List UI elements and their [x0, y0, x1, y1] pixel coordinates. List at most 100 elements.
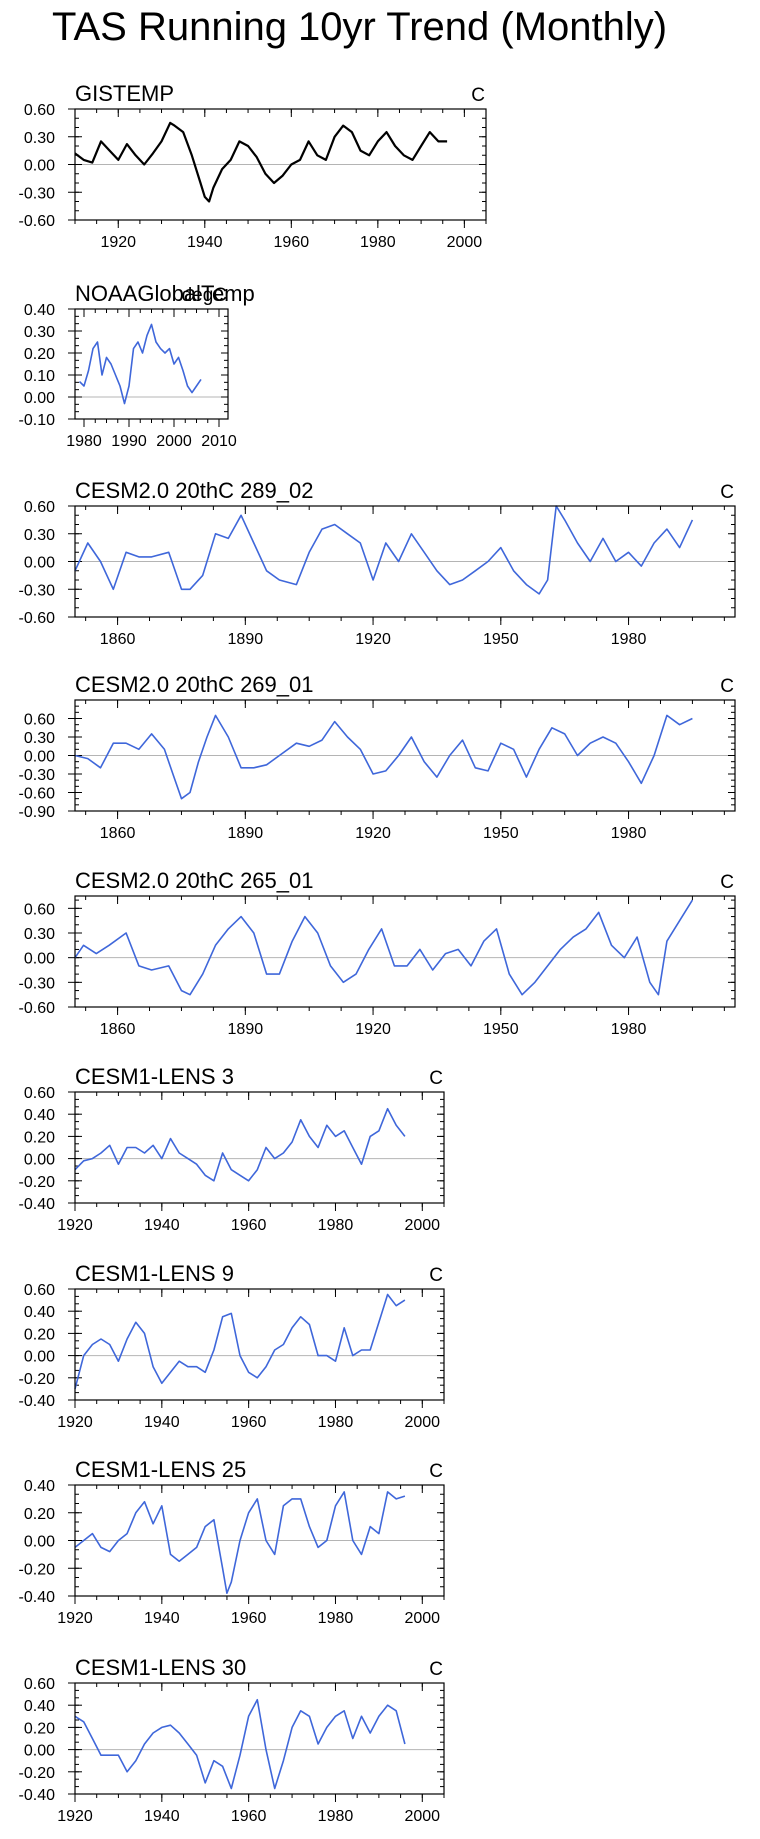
plot-frame: [74, 895, 736, 1008]
chart-panel-cesm1-lens-30: CESM1-LENS 30 C -0.40 -0.20 0.00 0.20 0.40 0.60…: [19, 1655, 445, 1825]
chart-panel-cesm2-0-20thc-289-02: CESM2.0 20thC 289_02 C -0.60 -0.30 0.00 0.30 0…: [19, 478, 736, 648]
series-line-cesm2-0-20thc-289-02: [74, 505, 694, 595]
y-tick-label: 0.40: [24, 1304, 55, 1321]
y-tick-label: 0.60: [24, 499, 55, 516]
x-tick-label: 1980: [318, 1414, 354, 1431]
x-tick-label: 1980: [611, 631, 647, 648]
y-tick-label: -0.60: [19, 786, 56, 803]
panel-title: GISTEMP: [75, 81, 174, 106]
y-tick-label: 0.00: [24, 158, 55, 175]
x-tick-label: 1920: [355, 825, 391, 842]
x-tick-label: 2000: [404, 1610, 440, 1627]
x-tick-label: 1980: [66, 433, 102, 450]
x-tick-label: 1960: [231, 1610, 267, 1627]
units-label: C: [429, 1068, 443, 1089]
units-label: C: [429, 1461, 443, 1482]
panel-title: CESM1-LENS 25: [75, 1457, 246, 1482]
plot-frame: [74, 1091, 445, 1204]
x-tick-label: 1890: [228, 825, 264, 842]
x-tick-label: 1950: [483, 1021, 519, 1038]
panel-title: CESM1-LENS 9: [75, 1261, 234, 1286]
units-label: C: [720, 676, 734, 697]
y-tick-label: 0.10: [24, 368, 55, 385]
y-tick-label: 0.00: [24, 555, 55, 572]
y-tick-label: 0.60: [24, 1085, 55, 1102]
panel-title: CESM1-LENS 30: [75, 1655, 246, 1680]
series-line-noaaglobaltemp: [78, 323, 202, 405]
x-tick-label: 1890: [228, 631, 264, 648]
x-tick-label: 1960: [231, 1808, 267, 1825]
y-tick-label: 0.00: [24, 749, 55, 766]
y-tick-label: -0.60: [19, 213, 56, 230]
x-tick-label: 1920: [57, 1610, 93, 1627]
y-tick-label: 0.00: [24, 1534, 55, 1551]
series-line-cesm2-0-20thc-269-01: [74, 714, 693, 800]
y-tick-label: 0.20: [24, 346, 55, 363]
y-tick-label: 0.00: [24, 1152, 55, 1169]
x-tick-label: 1920: [355, 1021, 391, 1038]
y-tick-label: -0.30: [19, 582, 56, 599]
x-tick-label: 1920: [57, 1414, 93, 1431]
x-tick-label: 1990: [111, 433, 147, 450]
x-tick-label: 1980: [611, 1021, 647, 1038]
series-line-gistemp: [74, 121, 448, 203]
series-line-cesm1-lens-3: [74, 1107, 406, 1182]
series-line-cesm1-lens-25: [74, 1491, 406, 1594]
panel-title: CESM1-LENS 3: [75, 1064, 234, 1089]
x-tick-label: 1940: [187, 234, 223, 251]
page-title: TAS Running 10yr Trend (Monthly): [52, 5, 668, 49]
series-line-cesm1-lens-30: [74, 1698, 406, 1790]
x-tick-label: 1980: [318, 1610, 354, 1627]
y-tick-label: -0.20: [19, 1174, 56, 1191]
y-tick-label: 0.60: [24, 901, 55, 918]
plot-frame: [74, 699, 736, 812]
series-line-cesm1-lens-9: [74, 1293, 406, 1390]
x-tick-label: 2000: [404, 1414, 440, 1431]
y-tick-label: -0.30: [19, 185, 56, 202]
units-label: C: [429, 1265, 443, 1286]
panel-title: NOAAGlobalTemp: [75, 281, 255, 306]
x-tick-label: 2010: [201, 433, 237, 450]
y-tick-label: 0.30: [24, 527, 55, 544]
x-tick-label: 2000: [404, 1217, 440, 1234]
y-tick-label: -0.20: [19, 1765, 56, 1782]
chart-panel-cesm1-lens-9: CESM1-LENS 9 C -0.40 -0.20 0.00 0.20 0.40 0.60 1…: [19, 1261, 445, 1431]
x-tick-label: 2000: [447, 234, 483, 251]
y-tick-label: -0.40: [19, 1196, 56, 1213]
plot-frame: [74, 108, 487, 221]
y-tick-label: -0.60: [19, 1000, 56, 1017]
panel-title: CESM2.0 20thC 269_01: [75, 672, 314, 697]
x-tick-label: 2000: [404, 1808, 440, 1825]
chart-panel-cesm2-0-20thc-265-01: CESM2.0 20thC 265_01 C -0.60 -0.30 0.00 0.30 0…: [19, 868, 736, 1038]
units-label: C: [720, 482, 734, 503]
y-tick-label: 0.40: [24, 1698, 55, 1715]
units-label: degC: [182, 285, 227, 306]
y-tick-label: 0.00: [24, 1743, 55, 1760]
plot-frame: [74, 1288, 445, 1401]
x-tick-label: 1940: [144, 1414, 180, 1431]
chart-panel-cesm1-lens-25: CESM1-LENS 25 C -0.40 -0.20 0.00 0.20 0.40 1920…: [19, 1457, 445, 1627]
x-tick-label: 1960: [274, 234, 310, 251]
y-tick-label: -0.40: [19, 1393, 56, 1410]
y-tick-label: 0.30: [24, 324, 55, 341]
x-tick-label: 1860: [100, 631, 136, 648]
x-tick-label: 1860: [100, 1021, 136, 1038]
panel-title: CESM2.0 20thC 265_01: [75, 868, 314, 893]
y-tick-label: 0.20: [24, 1506, 55, 1523]
x-tick-label: 1950: [483, 631, 519, 648]
y-tick-label: 0.60: [24, 102, 55, 119]
x-tick-label: 1980: [318, 1217, 354, 1234]
y-tick-label: -0.60: [19, 610, 56, 627]
x-tick-label: 1920: [100, 234, 136, 251]
chart-panel-cesm2-0-20thc-269-01: CESM2.0 20thC 269_01 C -0.90-0.60 -0.300.00…: [19, 672, 736, 842]
y-tick-label: 0.30: [24, 130, 55, 147]
y-tick-label: 0.20: [24, 1129, 55, 1146]
x-tick-label: 1940: [144, 1610, 180, 1627]
x-tick-label: 1940: [144, 1217, 180, 1234]
x-tick-label: 1980: [360, 234, 396, 251]
y-tick-label: -0.30: [19, 975, 56, 992]
x-tick-label: 1960: [231, 1414, 267, 1431]
y-tick-label: 0.60: [24, 712, 55, 729]
